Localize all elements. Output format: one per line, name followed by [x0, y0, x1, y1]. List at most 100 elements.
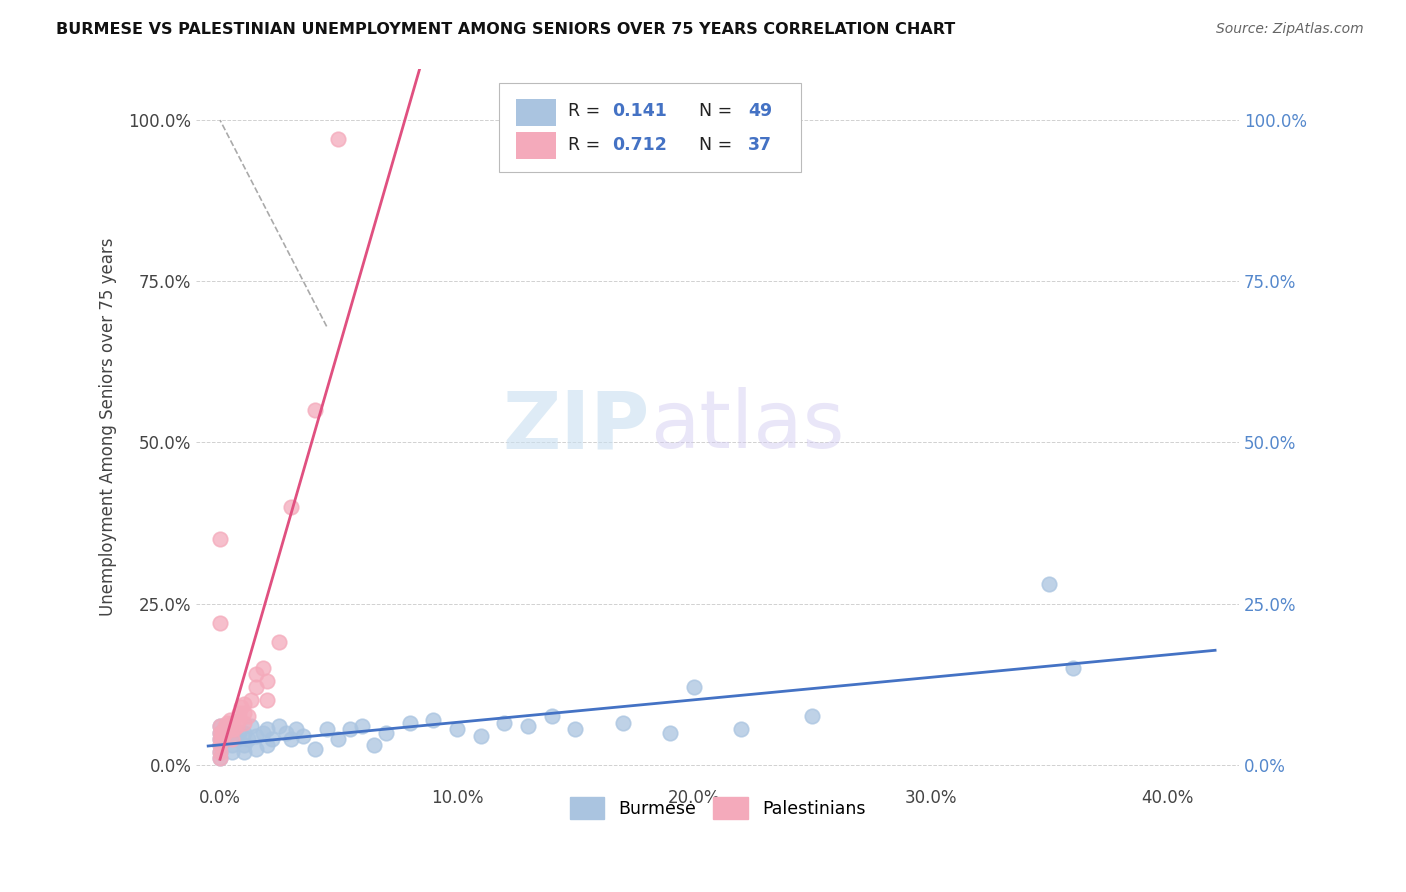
Point	[208, 725, 231, 739]
Point	[269, 719, 291, 733]
Point	[221, 731, 243, 746]
Point	[228, 706, 250, 721]
FancyBboxPatch shape	[516, 99, 555, 126]
FancyBboxPatch shape	[516, 132, 555, 160]
Point	[224, 723, 246, 737]
Point	[208, 739, 231, 753]
Point	[217, 723, 239, 737]
Point	[232, 706, 254, 721]
Point	[217, 715, 239, 730]
Point	[280, 731, 302, 746]
Point	[208, 731, 231, 746]
Point	[221, 725, 243, 739]
Point	[221, 715, 243, 730]
Point	[494, 715, 516, 730]
Point	[239, 693, 262, 707]
Point	[517, 719, 540, 733]
Point	[214, 719, 236, 733]
Point	[239, 719, 262, 733]
Point	[659, 725, 682, 739]
Point	[1062, 661, 1084, 675]
Text: 0.712: 0.712	[612, 136, 666, 154]
Point	[256, 693, 278, 707]
Point	[564, 723, 586, 737]
Point	[304, 403, 326, 417]
Point	[398, 715, 420, 730]
Point	[1038, 577, 1060, 591]
Point	[256, 723, 278, 737]
Point	[221, 723, 243, 737]
Point	[228, 713, 250, 727]
Point	[208, 731, 231, 746]
Text: Source: ZipAtlas.com: Source: ZipAtlas.com	[1216, 22, 1364, 37]
Text: 37: 37	[748, 136, 772, 154]
Point	[208, 615, 231, 630]
Point	[245, 729, 267, 743]
Point	[208, 745, 231, 759]
Point	[214, 725, 236, 739]
Point	[208, 719, 231, 733]
Point	[252, 725, 274, 739]
Point	[245, 681, 267, 695]
Legend: Burmese, Palestinians: Burmese, Palestinians	[562, 790, 873, 825]
Text: N =: N =	[689, 136, 738, 154]
Point	[208, 725, 231, 739]
Point	[221, 739, 243, 753]
Point	[232, 725, 254, 739]
Point	[228, 725, 250, 739]
Point	[252, 661, 274, 675]
Point	[232, 745, 254, 759]
Point	[612, 715, 634, 730]
Point	[801, 709, 824, 723]
Point	[304, 741, 326, 756]
Point	[730, 723, 752, 737]
Point	[232, 715, 254, 730]
Point	[256, 673, 278, 688]
Point	[221, 745, 243, 759]
Text: R =: R =	[568, 103, 606, 120]
Point	[208, 751, 231, 765]
Text: 0.141: 0.141	[612, 103, 666, 120]
Point	[232, 697, 254, 711]
Point	[232, 739, 254, 753]
Point	[328, 132, 350, 146]
Point	[208, 745, 231, 759]
Point	[262, 731, 284, 746]
Point	[280, 500, 302, 514]
Point	[683, 681, 706, 695]
Point	[363, 739, 385, 753]
Text: ZIP: ZIP	[502, 387, 650, 466]
Y-axis label: Unemployment Among Seniors over 75 years: Unemployment Among Seniors over 75 years	[100, 237, 117, 615]
Text: 49: 49	[748, 103, 772, 120]
Point	[269, 635, 291, 649]
Point	[315, 723, 337, 737]
Point	[231, 699, 253, 714]
Point	[470, 729, 492, 743]
Point	[208, 751, 231, 765]
Point	[225, 731, 247, 746]
Point	[374, 725, 396, 739]
Point	[256, 739, 278, 753]
Point	[446, 723, 468, 737]
Point	[211, 725, 233, 739]
Point	[540, 709, 562, 723]
Point	[422, 713, 444, 727]
Point	[245, 741, 267, 756]
Point	[276, 725, 298, 739]
Point	[208, 532, 231, 546]
Point	[211, 731, 233, 746]
Point	[291, 729, 314, 743]
Point	[208, 739, 231, 753]
Point	[208, 719, 231, 733]
Point	[284, 723, 307, 737]
Text: R =: R =	[568, 136, 606, 154]
Text: N =: N =	[689, 103, 738, 120]
Point	[245, 667, 267, 681]
Text: BURMESE VS PALESTINIAN UNEMPLOYMENT AMONG SENIORS OVER 75 YEARS CORRELATION CHAR: BURMESE VS PALESTINIAN UNEMPLOYMENT AMON…	[56, 22, 956, 37]
Point	[218, 713, 240, 727]
Point	[238, 709, 260, 723]
FancyBboxPatch shape	[499, 83, 801, 172]
Point	[352, 719, 374, 733]
Point	[238, 731, 260, 746]
Point	[339, 723, 361, 737]
